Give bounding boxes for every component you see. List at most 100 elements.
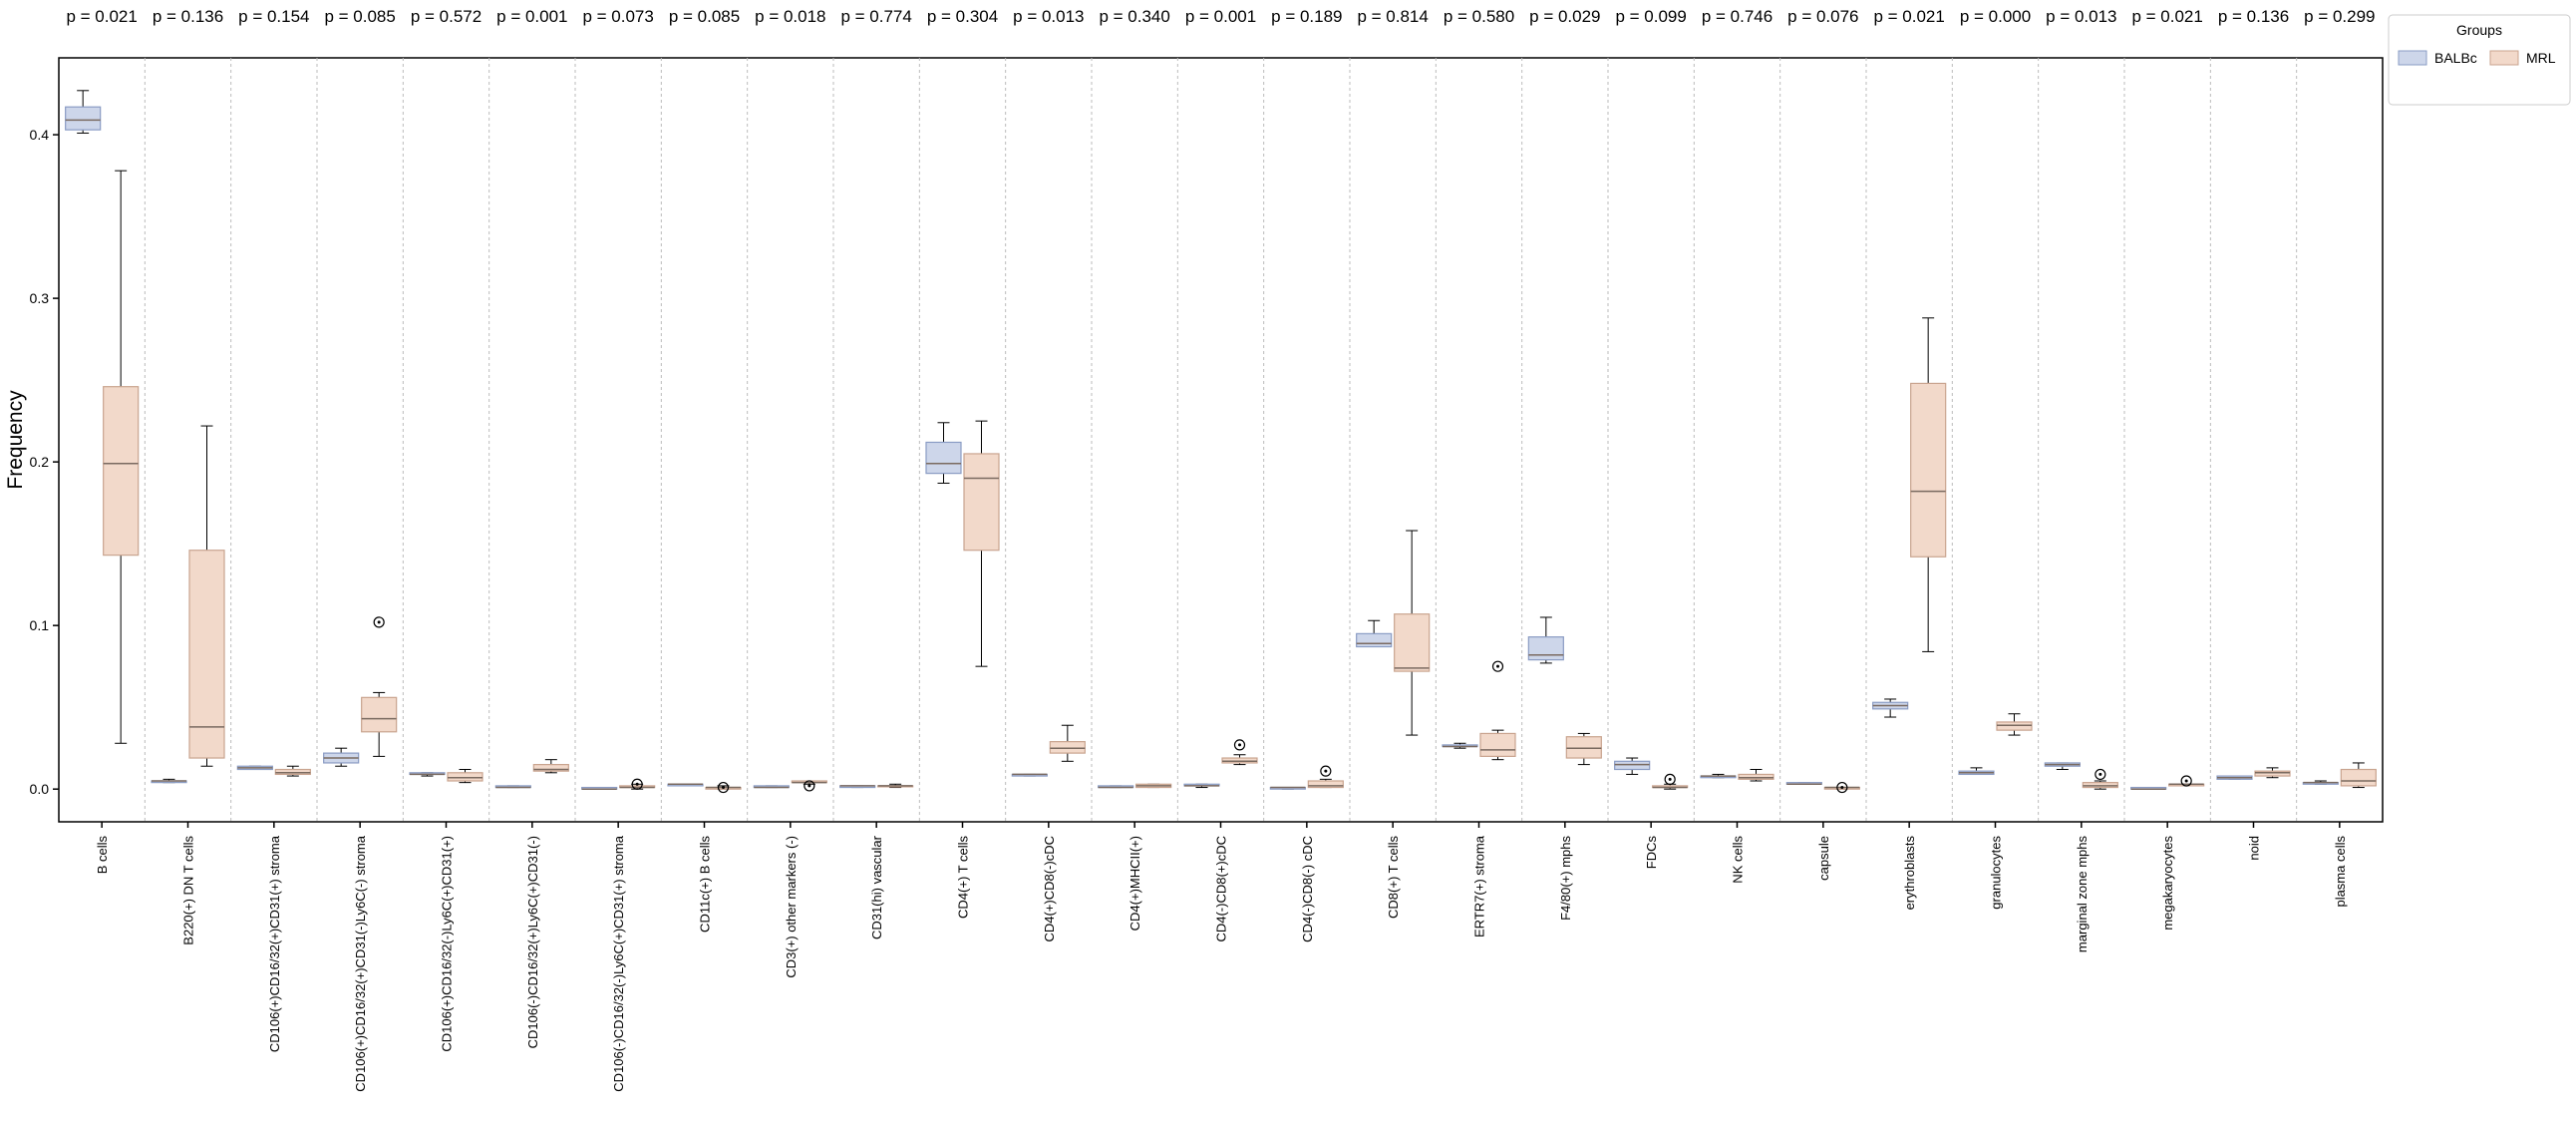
box-group <box>1356 619 1393 648</box>
x-tick-label: megakaryocytes <box>2160 836 2175 931</box>
box-group <box>409 772 446 777</box>
box-group <box>532 759 569 774</box>
box <box>532 763 569 772</box>
x-tick-label: granulocytes <box>1989 836 2004 910</box>
box-group <box>1479 660 1516 761</box>
outlier-dot <box>807 784 811 788</box>
legend-label: BALBc <box>2434 50 2477 66</box>
box-group <box>1872 698 1909 718</box>
x-tick-label: CD4(-)CD8(+)cDC <box>1214 836 1229 942</box>
outlier-dot <box>1324 769 1328 773</box>
outlier-dot <box>1238 743 1241 747</box>
p-value: p = 0.018 <box>755 7 825 26</box>
x-tick-label: CD31(hi) vascular <box>869 835 884 939</box>
outlier-dot <box>722 786 725 790</box>
box <box>274 768 311 776</box>
box-group <box>323 747 360 767</box>
p-value: p = 0.814 <box>1357 7 1428 26</box>
box-group <box>705 781 742 794</box>
y-tick-label: 0.3 <box>30 290 50 306</box>
box-group <box>1996 713 2033 736</box>
x-tick-label: CD106(-)CD16/32(+)Ly6C(+)CD31(-) <box>525 836 540 1048</box>
box-group <box>1442 742 1478 749</box>
box <box>1910 382 1947 558</box>
p-value: p = 0.001 <box>496 7 567 26</box>
p-value: p = 0.013 <box>2046 7 2116 26</box>
box-group <box>753 785 790 789</box>
legend-frame <box>2388 14 2571 106</box>
box-group <box>1098 785 1134 789</box>
p-value: p = 0.076 <box>1787 7 1858 26</box>
outlier <box>631 778 643 790</box>
p-value: p = 0.021 <box>66 7 137 26</box>
x-tick-label: CD106(+)CD16/32(+)CD31(-)Ly6C(-) stroma <box>353 835 368 1091</box>
p-value: p = 0.304 <box>927 7 998 26</box>
x-tick-label: marginal zone mphs <box>2075 836 2090 953</box>
outlier-dot <box>1496 664 1499 668</box>
x-tick-label: CD8(+) T cells <box>1386 836 1401 919</box>
box-group <box>791 780 827 792</box>
p-value: p = 0.154 <box>238 7 309 26</box>
box-group <box>1183 783 1220 789</box>
x-tick-label: CD4(+)MHCII(+) <box>1127 836 1142 931</box>
box <box>963 453 1000 552</box>
x-tick-label: CD4(-)CD8(-) cDC <box>1300 836 1315 942</box>
outlier <box>2094 768 2106 781</box>
box <box>1738 773 1774 780</box>
p-value: p = 0.029 <box>1529 7 1600 26</box>
outlier-dot <box>1668 777 1672 781</box>
x-tick-label: CD106(+)CD16/32(-)Ly6C(+)CD31(+) <box>440 836 455 1052</box>
p-value: p = 0.001 <box>1185 7 1256 26</box>
box <box>1049 741 1086 754</box>
p-value: p = 0.085 <box>669 7 740 26</box>
box-group <box>1135 783 1172 789</box>
legend-label: MRL <box>2526 50 2556 66</box>
outlier-dot <box>2098 772 2102 776</box>
p-value: p = 0.021 <box>2131 7 2202 26</box>
plot-frame <box>58 57 2384 823</box>
p-value: p = 0.774 <box>840 7 911 26</box>
legend-swatch <box>2489 50 2519 66</box>
box-group <box>1394 530 1431 736</box>
box-group <box>274 765 311 777</box>
p-value: p = 0.189 <box>1271 7 1342 26</box>
p-value: p = 0.099 <box>1615 7 1686 26</box>
p-value: p = 0.580 <box>1444 7 1514 26</box>
box-group <box>877 783 914 789</box>
box-group <box>1221 739 1258 766</box>
box-group <box>1700 773 1737 779</box>
x-tick-label: F4/80(+) mphs <box>1558 836 1573 921</box>
box-group <box>1823 781 1860 794</box>
box <box>65 106 102 131</box>
legend-swatch <box>2398 50 2427 66</box>
box-group <box>925 422 962 484</box>
box-group <box>1958 767 1995 776</box>
box <box>188 550 225 759</box>
legend-title: Groups <box>2456 22 2502 38</box>
box-group <box>494 785 531 789</box>
outlier <box>1320 765 1332 777</box>
box-group <box>2216 775 2253 780</box>
box-group <box>667 783 704 787</box>
outlier-dot <box>635 782 639 786</box>
box-group <box>581 786 618 790</box>
x-tick-label: CD3(+) other markers (-) <box>784 836 799 978</box>
p-value: p = 0.572 <box>411 7 482 26</box>
y-tick-label: 0.0 <box>30 781 50 797</box>
box-group <box>361 616 398 757</box>
box-group <box>2340 762 2377 789</box>
box <box>2340 768 2377 787</box>
outlier <box>1491 660 1504 672</box>
box <box>447 772 483 782</box>
box-group <box>2082 768 2118 790</box>
box <box>2082 782 2118 789</box>
box <box>361 696 398 733</box>
box <box>1565 736 1602 759</box>
box-group <box>2168 775 2205 787</box>
box-group <box>839 785 876 789</box>
box-group <box>1910 317 1947 652</box>
box-group <box>1652 773 1689 790</box>
box <box>925 441 962 475</box>
outlier-dot <box>2184 779 2188 783</box>
x-tick-label: FDCs <box>1644 836 1659 870</box>
